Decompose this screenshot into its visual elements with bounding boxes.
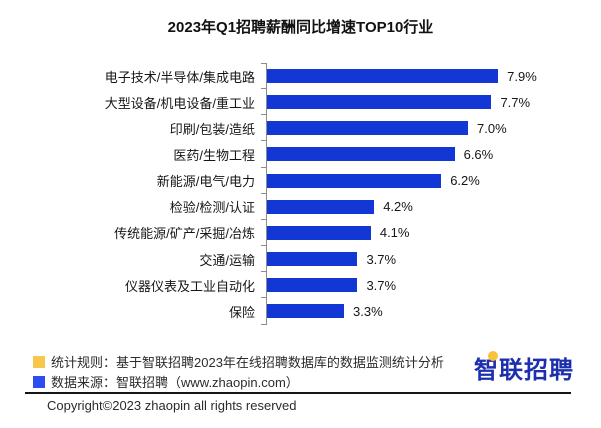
bar — [267, 147, 455, 162]
bar — [267, 173, 442, 188]
bar-row: 3.7% — [267, 246, 596, 272]
category-label: 印刷/包装/造纸 — [169, 121, 255, 137]
plot-area: 7.9% 7.7% 7.0% 6.6% 6.2% 4.2% 4.1% 3.7% 3.7% 3.3% — [261, 63, 596, 325]
bar-row: 6.6% — [267, 141, 596, 167]
category-label: 新能源/电气/电力 — [156, 174, 255, 190]
bar — [267, 69, 499, 84]
footnote-source-text: 数据来源：智联招聘（www.zhaopin.com） — [51, 375, 299, 390]
category-label: 电子技术/半导体/集成电路 — [104, 69, 255, 85]
footer-divider — [25, 392, 571, 394]
logo-dot-icon — [488, 351, 498, 361]
bar-row: 4.2% — [267, 194, 596, 220]
zhaopin-logo: 智联招聘 — [474, 350, 574, 385]
bar-row: 7.9% — [267, 63, 596, 89]
bar-row: 7.7% — [267, 89, 596, 115]
category-label: 医药/生物工程 — [173, 147, 255, 163]
value-label: 6.2% — [450, 173, 480, 189]
category-label: 交通/运输 — [199, 252, 255, 268]
copyright-text: Copyright©2023 zhaopin all rights reserv… — [47, 398, 297, 413]
category-axis: 电子技术/半导体/集成电路 大型设备/机电设备/重工业印刷/包装/造纸 医药/生物工… — [0, 63, 260, 325]
bar — [267, 225, 371, 240]
axis-tick — [261, 114, 267, 116]
axis-tick — [261, 88, 267, 90]
category-label: 保险 — [228, 304, 255, 320]
value-label: 6.6% — [463, 146, 494, 162]
legend-square-blue — [33, 375, 45, 388]
value-label: 3.7% — [366, 251, 397, 267]
axis-tick — [261, 192, 267, 194]
axis-tick — [261, 166, 267, 168]
footnote-source: 数据来源：智联招聘（www.zhaopin.com） — [33, 372, 299, 391]
bar — [267, 252, 358, 267]
footnote-rule: 统计规则：基于智联招聘2023年在线招聘数据库的数据监测统计分析 — [33, 352, 444, 371]
bar-row: 3.7% — [267, 272, 596, 298]
value-label: 4.2% — [383, 199, 413, 215]
chart-title: 2023年Q1招聘薪酬同比增速TOP10行业 — [167, 19, 434, 36]
category-label: 仪器仪表及工业自动化 — [124, 278, 255, 294]
footnote-rule-text: 统计规则：基于智联招聘2023年在线招聘数据库的数据监测统计分析 — [51, 355, 444, 370]
axis-tick — [261, 323, 267, 325]
category-label: 检验/检测/认证 — [169, 200, 255, 216]
bar — [267, 121, 468, 136]
legend-square-yellow — [33, 355, 45, 368]
bar-row: 7.0% — [267, 115, 596, 141]
axis-tick — [261, 63, 267, 64]
value-label: 3.7% — [366, 277, 397, 293]
category-label: 传统能源/矿产/采掘/冶炼 — [114, 226, 255, 242]
bar — [267, 278, 358, 293]
value-label: 7.7% — [500, 94, 531, 110]
value-label: 3.3% — [353, 303, 383, 319]
bar — [267, 199, 375, 214]
axis-tick — [261, 218, 267, 220]
bar-row: 6.2% — [267, 168, 596, 194]
value-label: 7.9% — [507, 68, 537, 84]
value-label: 4.1% — [379, 225, 410, 241]
bar-row: 3.3% — [267, 298, 596, 324]
axis-tick — [261, 271, 267, 273]
bar-row: 4.1% — [267, 220, 596, 246]
axis-tick — [261, 140, 267, 142]
bar-chart: 电子技术/半导体/集成电路 大型设备/机电设备/重工业印刷/包装/造纸 医药/生物工… — [0, 63, 601, 325]
value-label: 7.0% — [477, 120, 507, 136]
bar — [267, 95, 492, 110]
category-label: 大型设备/机电设备/重工业 — [104, 95, 255, 111]
axis-tick — [261, 245, 267, 247]
axis-tick — [261, 297, 267, 299]
bar — [267, 304, 345, 319]
logo-text: 智联招聘 — [474, 357, 574, 384]
